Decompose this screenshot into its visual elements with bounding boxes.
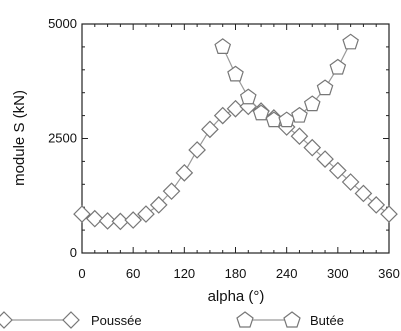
series-0-point-19 (316, 150, 334, 168)
series-0-point-2 (98, 212, 117, 230)
series-0-point-0 (73, 205, 91, 223)
x-tick-label: 0 (78, 266, 85, 281)
y-tick-label: 0 (70, 245, 77, 260)
series-1-point-6 (291, 106, 308, 123)
x-tick-label: 360 (378, 266, 400, 281)
legend-marker-poussee-right (62, 311, 80, 329)
series-1-point-8 (316, 79, 334, 96)
series-line-0 (81, 105, 390, 223)
x-tick-label: 300 (327, 266, 349, 281)
series-1-point-3 (252, 104, 270, 121)
legend: Poussée Butée (0, 311, 344, 329)
x-tick-label: 180 (225, 266, 247, 281)
legend-marker-poussee-left (0, 311, 13, 329)
legend-marker-butee-left (236, 311, 254, 328)
series-0-point-9 (188, 141, 206, 159)
series-0-point-24 (380, 205, 398, 223)
series-0-point-17 (290, 127, 309, 146)
series-layer (73, 33, 398, 231)
series-1-point-1 (227, 65, 244, 82)
y-axis-label: module S (kN) (11, 90, 28, 186)
series-0-point-7 (162, 182, 181, 201)
x-tick-label: 60 (126, 266, 140, 281)
series-1-point-10 (342, 33, 359, 50)
series-1-point-0 (214, 38, 232, 54)
series-1-point-9 (329, 58, 347, 75)
y-tick-label: 2500 (48, 131, 77, 146)
legend-marker-butee-right (283, 311, 301, 328)
series-0-point-1 (85, 209, 104, 228)
x-axis-label: alpha (°) (208, 288, 265, 305)
series-0-point-10 (201, 120, 219, 139)
legend-label-butee: Butée (310, 313, 344, 328)
x-tick-label: 240 (276, 266, 298, 281)
y-tick-label: 5000 (48, 16, 77, 31)
series-0-point-21 (341, 173, 360, 191)
series-0-point-6 (149, 196, 168, 214)
series-0-point-23 (367, 196, 386, 214)
series-1-point-7 (303, 95, 321, 112)
y-axis-ticks: 0 2500 5000 (48, 16, 389, 260)
series-0-point-5 (137, 205, 155, 223)
series-0-point-22 (354, 184, 373, 203)
series-0-point-20 (328, 161, 347, 180)
x-axis-ticks: 0 60 120 180 240 300 360 (78, 24, 400, 281)
series-0-point-8 (175, 164, 194, 182)
series-0-point-4 (124, 211, 143, 229)
series-0-point-18 (303, 138, 322, 157)
series-1-point-2 (239, 88, 257, 105)
legend-label-poussee: Poussée (91, 313, 142, 328)
series-0-point-11 (213, 106, 232, 125)
x-tick-label: 120 (173, 266, 195, 281)
